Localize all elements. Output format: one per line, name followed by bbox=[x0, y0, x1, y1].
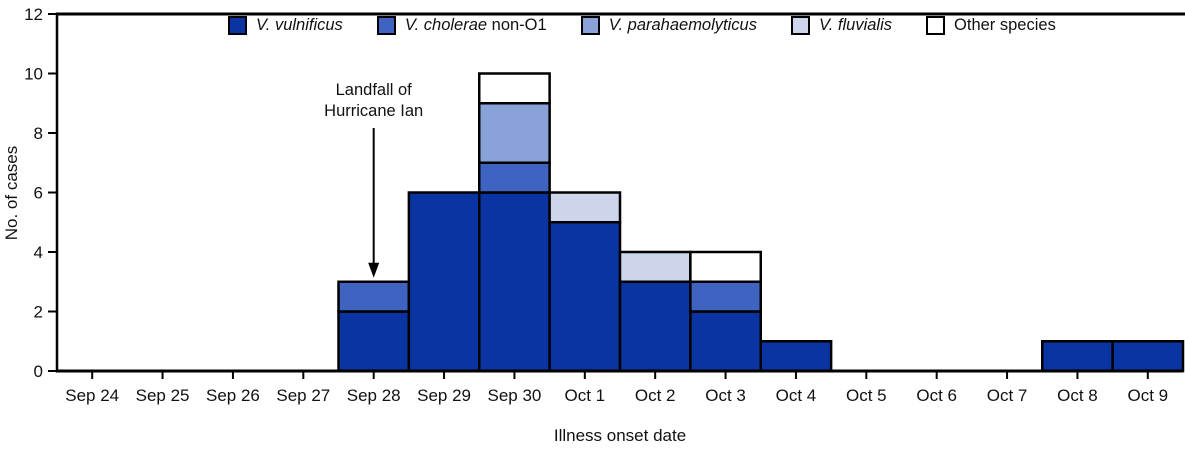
landfall-annotation-line1: Landfall of bbox=[335, 81, 412, 99]
x-tick-label: Oct 4 bbox=[776, 386, 817, 405]
legend-label: V. vulnificus bbox=[256, 16, 343, 34]
landfall-arrow-head bbox=[368, 262, 380, 278]
legend-swatch bbox=[376, 16, 396, 35]
bar-segment bbox=[548, 221, 622, 373]
x-tick-label: Oct 9 bbox=[1128, 386, 1169, 405]
x-tick-label: Oct 7 bbox=[987, 386, 1028, 405]
y-tick-label: 6 bbox=[34, 184, 43, 203]
legend-swatch bbox=[790, 16, 810, 35]
bar-segment bbox=[337, 280, 411, 313]
bar-segment bbox=[618, 250, 692, 283]
x-tick-label: Oct 8 bbox=[1057, 386, 1098, 405]
bar-segment bbox=[407, 191, 481, 373]
x-tick-label: Sep 24 bbox=[65, 386, 119, 405]
bar-segment bbox=[689, 250, 762, 283]
bar-segment bbox=[478, 72, 551, 105]
x-tick-label: Sep 26 bbox=[206, 386, 260, 405]
y-tick-label: 12 bbox=[24, 5, 43, 24]
chart-legend: V. vulnificus V. cholerae non-O1 V. paraha… bbox=[228, 16, 1056, 35]
landfall-annotation: Landfall of Hurricane Ian bbox=[284, 80, 464, 122]
y-tick-label: 4 bbox=[34, 243, 43, 262]
x-tick-label: Oct 2 bbox=[635, 386, 676, 405]
x-tick-label: Oct 3 bbox=[705, 386, 746, 405]
bar-segment bbox=[478, 102, 551, 164]
y-tick-label: 0 bbox=[34, 362, 43, 381]
bar-segment bbox=[1111, 340, 1185, 373]
x-tick-label: Oct 6 bbox=[916, 386, 957, 405]
bar-segment bbox=[548, 191, 622, 224]
legend-label: Other species bbox=[954, 16, 1056, 34]
legend-item: V. parahaemolyticus bbox=[580, 16, 757, 35]
x-tick-label: Sep 25 bbox=[136, 386, 190, 405]
legend-label: V. parahaemolyticus bbox=[608, 16, 757, 34]
legend-item: Other species bbox=[926, 16, 1056, 35]
legend-label: V. cholerae non-O1 bbox=[404, 16, 547, 34]
legend-item: V. fluvialis bbox=[790, 16, 893, 35]
x-tick-label: Oct 5 bbox=[846, 386, 887, 405]
x-tick-label: Sep 27 bbox=[276, 386, 330, 405]
x-tick-label: Oct 1 bbox=[565, 386, 606, 405]
legend-swatch bbox=[580, 16, 600, 35]
x-tick-label: Sep 30 bbox=[487, 386, 541, 405]
legend-item: V. vulnificus bbox=[228, 16, 343, 35]
bar-segment bbox=[1041, 340, 1114, 373]
y-tick-label: 8 bbox=[34, 124, 43, 143]
x-axis-title: Illness onset date bbox=[553, 426, 687, 445]
landfall-annotation-line2: Hurricane Ian bbox=[324, 102, 424, 120]
bar-segment bbox=[618, 280, 692, 373]
bar-segment bbox=[759, 340, 833, 373]
bar-segment bbox=[478, 191, 551, 373]
bar-segment bbox=[689, 310, 762, 373]
legend-label: V. fluvialis bbox=[818, 16, 893, 34]
y-axis-title: No. of cases bbox=[2, 145, 21, 241]
x-tick-label: Sep 29 bbox=[417, 386, 471, 405]
bar-segment bbox=[689, 280, 762, 313]
bar-segment bbox=[478, 161, 551, 194]
legend-swatch bbox=[926, 16, 946, 35]
x-tick-label: Sep 28 bbox=[347, 386, 401, 405]
legend-swatch bbox=[228, 16, 247, 35]
bar-segment bbox=[337, 310, 411, 373]
y-tick-label: 10 bbox=[24, 65, 43, 84]
legend-item: V. cholerae non-O1 bbox=[376, 16, 547, 35]
y-tick-label: 2 bbox=[34, 303, 43, 322]
